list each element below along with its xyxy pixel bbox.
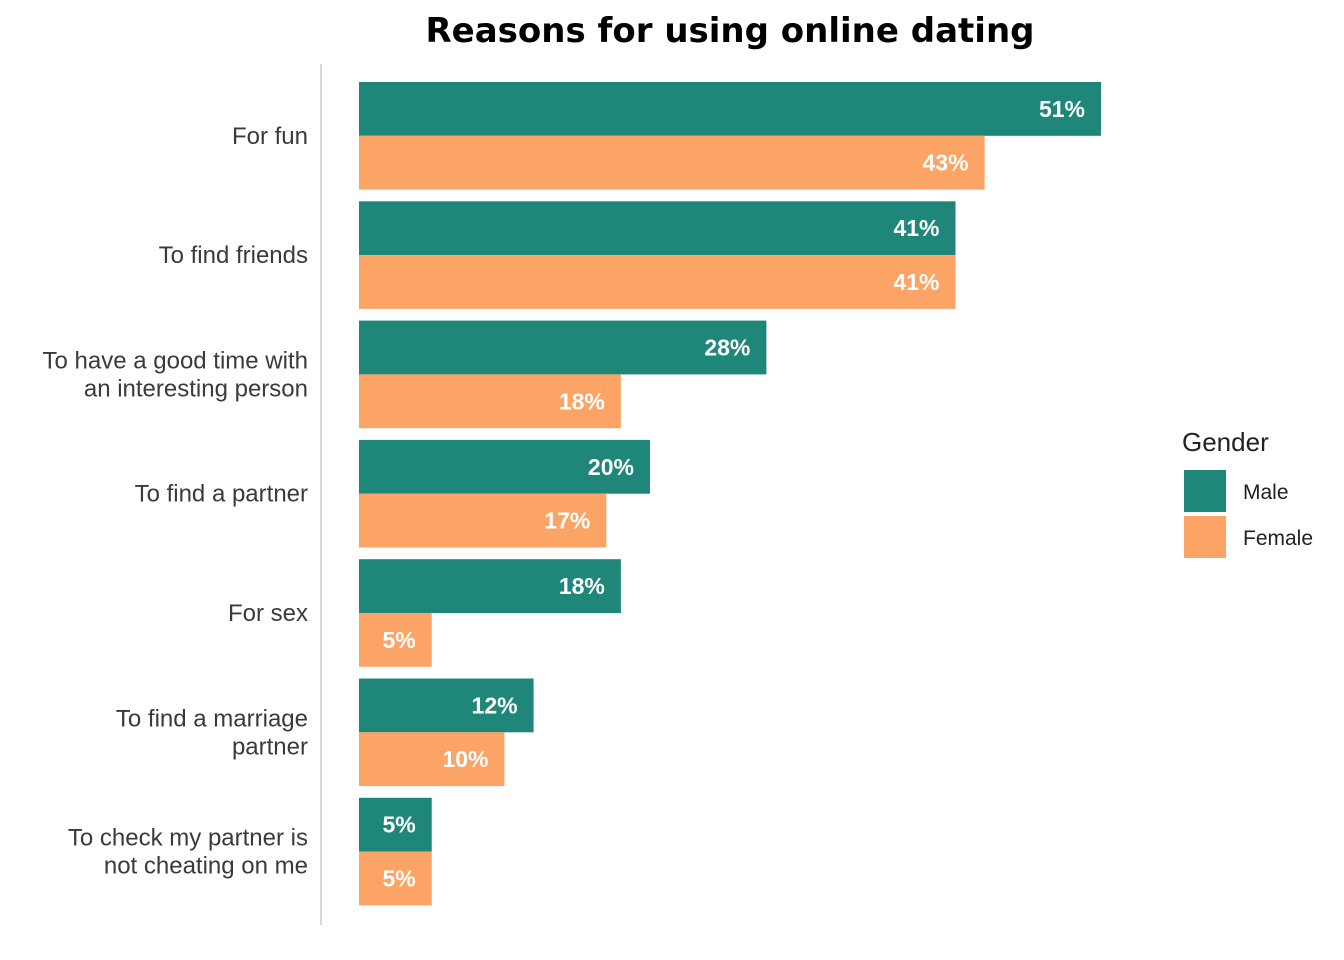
category-labels: For fun To find friends To have a good tim…: [43, 123, 309, 880]
bar-female: [359, 135, 985, 190]
bar-female: [359, 851, 432, 906]
bars-group: 51% 43% 41% 41% 28% 18% 20% 17% 18% 5% 12% 10% 5% 5%: [359, 82, 1101, 906]
bar-male: [359, 201, 956, 256]
bar-male: [359, 82, 1101, 136]
bar-female: [359, 732, 505, 787]
category-label: To have a good time with: [43, 347, 309, 374]
category-label: an interesting person: [84, 375, 308, 402]
bar-female: [359, 613, 432, 667]
category-label: not cheating on me: [104, 853, 308, 880]
bar-female: [359, 255, 956, 309]
bar-male: [359, 559, 621, 613]
data-label-female: 5%: [382, 866, 415, 892]
data-label-male: 28%: [704, 335, 750, 361]
data-label-male: 12%: [472, 692, 518, 718]
data-label-male: 20%: [588, 454, 634, 480]
legend-title: Gender: [1182, 427, 1269, 457]
category-label: To check my partner is: [68, 825, 308, 852]
bar-male: [359, 797, 432, 852]
bar-female: [359, 493, 607, 548]
bar-male: [359, 678, 534, 733]
data-label-male: 5%: [382, 812, 415, 838]
category-label: To find a marriage: [116, 705, 308, 732]
category-label: To find a partner: [135, 481, 308, 508]
data-label-female: 10%: [442, 746, 488, 772]
legend-swatch-male: [1184, 470, 1226, 512]
bar-male: [359, 439, 650, 494]
data-label-male: 41%: [893, 215, 939, 241]
legend-swatch-female: [1184, 516, 1226, 558]
data-label-female: 41%: [893, 269, 939, 295]
data-label-female: 5%: [382, 627, 415, 653]
legend-label-female: Female: [1243, 527, 1313, 550]
data-label-male: 51%: [1039, 96, 1085, 122]
data-label-female: 17%: [544, 508, 590, 534]
chart-title: Reasons for using online dating: [426, 11, 1035, 51]
bar-female: [359, 374, 621, 429]
data-label-female: 18%: [559, 388, 605, 414]
legend: Gender Male Female: [1182, 427, 1313, 558]
category-label: For fun: [232, 123, 308, 150]
data-label-male: 18%: [559, 573, 605, 599]
category-label: For sex: [228, 600, 308, 627]
data-label-female: 43%: [923, 150, 969, 176]
category-label: partner: [232, 733, 308, 760]
legend-label-male: Male: [1243, 481, 1289, 504]
bar-male: [359, 320, 767, 375]
category-label: To find friends: [159, 242, 308, 269]
